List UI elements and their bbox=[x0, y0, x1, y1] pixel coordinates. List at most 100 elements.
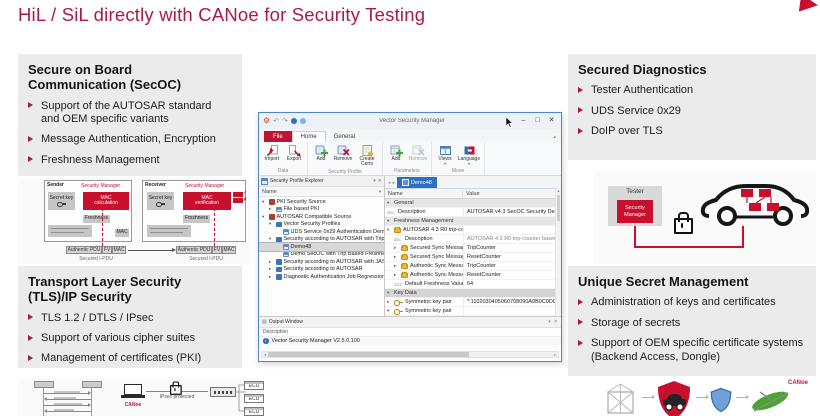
close-button[interactable]: ✕ bbox=[548, 117, 555, 124]
info-icon[interactable] bbox=[290, 118, 297, 124]
scrollbar-thumb[interactable] bbox=[556, 195, 560, 221]
remove-parameter-button[interactable]: Remove bbox=[407, 143, 429, 167]
pane-menu-icon[interactable]: ▾ bbox=[373, 178, 376, 184]
tree-item-autosar-source[interactable]: ▾ AUTOSAR Compatible Source bbox=[259, 213, 384, 221]
flow-arrow-icon bbox=[642, 395, 655, 399]
row-value[interactable]: TripCounter bbox=[463, 262, 561, 270]
row-value[interactable]: *:1102030405060708090A0B0C0D0E0F10 bbox=[463, 298, 561, 306]
grid-row-symmetric-key[interactable]: ▸ Symmetric key pair *:1102030405060708090… bbox=[385, 298, 561, 307]
tree-item-label: UDS Service 0x29 Authentication Demo bbox=[290, 228, 385, 235]
scroll-left-icon[interactable]: ◂ bbox=[263, 352, 266, 357]
expander-icon[interactable]: ▾ bbox=[262, 198, 265, 204]
grid-row-freshness-model[interactable]: ▾ AUTOSAR 4.3 R0 trip-counter ... bbox=[385, 226, 561, 235]
settings-gear-icon[interactable]: ⚙ bbox=[263, 116, 271, 125]
column-dropdown-icon[interactable]: ▾ bbox=[378, 188, 381, 194]
expander-icon[interactable]: ▸ bbox=[394, 254, 397, 259]
expander-icon[interactable]: ▾ bbox=[262, 213, 265, 219]
certificate-icon bbox=[362, 145, 373, 157]
tab-scroll-right-icon[interactable]: ▸ bbox=[392, 180, 396, 186]
expander-icon[interactable]: ▾ bbox=[387, 227, 390, 232]
expander-icon[interactable]: ▸ bbox=[394, 272, 397, 277]
expander-icon[interactable]: ▸ bbox=[394, 263, 397, 268]
tree-item-file-based-pki[interactable]: ▸ File based PKI bbox=[259, 206, 384, 214]
grid-row-secured-sync[interactable]: ▸ Secured Sync Message TripCounter bbox=[385, 244, 561, 253]
scroll-right-icon[interactable]: ▸ bbox=[553, 352, 556, 357]
remove-profile-button[interactable]: Remove bbox=[332, 143, 354, 168]
expander-icon[interactable]: ▾ bbox=[387, 218, 390, 223]
row-value[interactable] bbox=[463, 307, 561, 315]
pane-close-icon[interactable]: ✕ bbox=[553, 319, 558, 325]
expander-icon[interactable]: ▸ bbox=[269, 206, 272, 212]
create-certs-button[interactable]: Create Certs bbox=[354, 143, 380, 168]
window-titlebar[interactable]: ⚙ ↶ ↷ Vector Security Manager – □ ✕ bbox=[259, 113, 561, 129]
views-button[interactable]: Views ▾ bbox=[434, 143, 456, 167]
expander-icon[interactable]: ▾ bbox=[387, 308, 390, 313]
expander-icon[interactable]: ▸ bbox=[387, 299, 390, 304]
row-value[interactable]: AUTOSAR v4.3 SecOC Security Demo with tr… bbox=[463, 208, 561, 216]
grid-column-headers[interactable]: Name Value bbox=[385, 189, 561, 199]
tree-item-pki-security-source[interactable]: ▾ PKI Security Source bbox=[259, 198, 384, 206]
pane-menu-icon[interactable]: ▾ bbox=[548, 319, 551, 325]
tree-item-vector-security-profiles[interactable]: ▾ Vector Security Profiles bbox=[259, 221, 384, 229]
minimize-button[interactable]: – bbox=[521, 117, 526, 124]
page-title: HiL / SiL directly with CANoe for Securi… bbox=[18, 4, 426, 25]
tab-home[interactable]: Home bbox=[291, 131, 326, 142]
language-button[interactable]: Language ▾ bbox=[456, 143, 482, 167]
grid-row-symmetric-key[interactable]: ▾ Symmetric key pair bbox=[385, 307, 561, 316]
expander-icon[interactable]: ▾ bbox=[387, 200, 390, 205]
ribbon-collapse-icon[interactable]: ▴ bbox=[553, 134, 556, 140]
tree-item-uds-service-demo[interactable]: UDS Service 0x29 Authentication Demo bbox=[259, 228, 384, 236]
import-button[interactable]: Import bbox=[261, 143, 283, 167]
tree-item-security-jaspar[interactable]: ▸ Security according to AUTOSAR with JASP… bbox=[259, 258, 384, 266]
pane-close-icon[interactable]: ✕ bbox=[377, 178, 382, 184]
output-title: Output Window bbox=[268, 319, 303, 325]
grid-group-freshness[interactable]: ▾ Freshness Management bbox=[385, 217, 561, 226]
tree-item-security-autosar[interactable]: ▸ Security according to AUTOSAR bbox=[259, 266, 384, 274]
horizontal-scrollbar[interactable]: ◂ ▸ bbox=[261, 351, 559, 358]
grid-group-key-data[interactable]: ▾ Key Data bbox=[385, 289, 561, 298]
row-value[interactable] bbox=[463, 226, 561, 234]
grid-row-description[interactable]: abc Description AUTOSAR v4.3 SecOC Securit… bbox=[385, 208, 561, 217]
tab-demo48[interactable]: Demo48 bbox=[397, 177, 437, 188]
tree-item-demo48[interactable]: Demo48 bbox=[259, 242, 384, 252]
row-value[interactable]: AUTOSAR 4.3 R0 trip-counter based Freshn… bbox=[463, 235, 561, 243]
grid-row-secured-sync[interactable]: ▸ Secured Sync Message ResetCounter bbox=[385, 253, 561, 262]
tab-scroll-left-icon[interactable]: ◂ bbox=[388, 180, 391, 186]
tree-item-demo-secoc[interactable]: Demo SecOC with Trip Based Freshness bbox=[259, 251, 384, 259]
maximize-button[interactable]: □ bbox=[535, 117, 540, 124]
redo-icon[interactable]: ↷ bbox=[282, 117, 288, 125]
add-parameter-button[interactable]: Add bbox=[385, 143, 407, 167]
scrollbar-thumb[interactable] bbox=[268, 352, 470, 357]
tree-item-diagnostic-regression-test[interactable]: ▸ Diagnostic Authentication Job Regressio… bbox=[259, 273, 384, 281]
expander-icon[interactable]: ▸ bbox=[269, 273, 272, 279]
row-value[interactable]: 64 bbox=[463, 280, 561, 288]
add-profile-button[interactable]: Add bbox=[310, 143, 332, 168]
explorer-column-header[interactable]: Name ▾ bbox=[259, 187, 384, 197]
column-name[interactable]: Name bbox=[385, 190, 463, 197]
expander-icon[interactable]: ▾ bbox=[269, 221, 272, 227]
row-value[interactable]: TripCounter bbox=[463, 244, 561, 252]
grid-group-general[interactable]: ▾ General bbox=[385, 199, 561, 208]
expander-icon[interactable]: ▸ bbox=[269, 266, 272, 272]
tab-file[interactable]: File bbox=[264, 131, 292, 142]
tab-general[interactable]: General bbox=[333, 133, 356, 140]
tree-item-security-trip-based[interactable]: ▾ Security according to AUTOSAR with Trip… bbox=[259, 236, 384, 244]
expander-icon[interactable]: ▸ bbox=[394, 245, 397, 250]
row-value[interactable]: ResetCounter bbox=[463, 271, 561, 279]
flow-arrow-icon bbox=[736, 395, 749, 399]
export-button[interactable]: Export bbox=[283, 143, 305, 167]
column-value[interactable]: Value bbox=[466, 190, 480, 197]
output-column-header[interactable]: Description bbox=[259, 328, 561, 337]
output-message-row[interactable]: Vector Security Manager V2.5.0.100 bbox=[259, 337, 561, 345]
expander-icon[interactable]: ▸ bbox=[269, 258, 272, 264]
grid-row-description[interactable]: abc Description AUTOSAR 4.3 R0 trip-counte… bbox=[385, 235, 561, 244]
help-icon[interactable] bbox=[299, 118, 306, 124]
vertical-scrollbar[interactable]: ▴ bbox=[555, 188, 561, 317]
undo-icon[interactable]: ↶ bbox=[273, 117, 280, 125]
expander-icon[interactable]: ▾ bbox=[387, 290, 390, 295]
row-value[interactable]: ResetCounter bbox=[463, 253, 561, 261]
expander-icon[interactable]: ▾ bbox=[269, 236, 272, 242]
